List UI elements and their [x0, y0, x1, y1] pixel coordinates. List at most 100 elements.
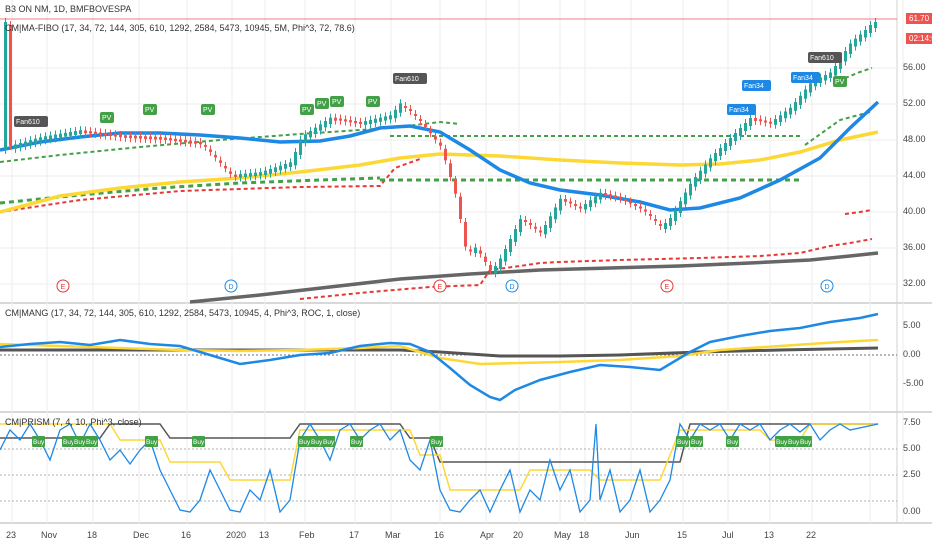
symbol-title: B3 ON NM, 1D, BMFBOVESPA	[5, 4, 132, 14]
candle-body	[699, 170, 702, 180]
buy-label-text: Buy	[86, 439, 98, 446]
pv-label-text: PV	[368, 99, 378, 106]
time-tick-label: 13	[259, 530, 270, 540]
event-marker-text: D	[825, 284, 830, 291]
event-marker[interactable]: D	[505, 279, 519, 293]
candle-body	[274, 167, 277, 172]
buy-label: Buy	[799, 436, 812, 447]
candle-body	[544, 225, 547, 235]
event-marker-text: E	[61, 284, 66, 291]
buy-label: Buy	[298, 436, 311, 447]
candle-body	[54, 134, 57, 139]
axis-tick-label: 2.50	[903, 469, 921, 479]
event-marker[interactable]: D	[224, 279, 238, 293]
candle-body	[354, 121, 357, 124]
fan-label-text: Fan610	[16, 119, 40, 126]
time-tick-label: Jun	[625, 530, 640, 540]
candle-body	[104, 133, 107, 136]
buy-label-text: Buy	[323, 439, 335, 446]
candle-body	[449, 163, 452, 177]
buy-label-text: Buy	[776, 439, 788, 446]
candle-body	[34, 138, 37, 144]
candle-body	[304, 134, 307, 143]
time-tick-label: 20	[513, 530, 524, 540]
event-marker[interactable]: E	[660, 279, 674, 293]
time-tick-label: Nov	[41, 530, 58, 540]
buy-label: Buy	[310, 436, 323, 447]
axis-tick-label: 40.00	[903, 206, 926, 216]
candle-body	[694, 177, 697, 187]
candle-body	[74, 131, 77, 135]
axis-tick-label: 48.00	[903, 134, 926, 144]
buy-label: Buy	[676, 436, 689, 447]
pv-label-text: PV	[302, 107, 312, 114]
axis-tick-label: 56.00	[903, 62, 926, 72]
candle-body	[769, 121, 772, 124]
candle-body	[129, 135, 132, 139]
pv-label-text: PV	[835, 79, 845, 86]
candle-body	[659, 224, 662, 226]
candle-body	[534, 226, 537, 229]
fan-label: Fan34	[791, 72, 820, 83]
pv-label: PV	[330, 96, 344, 107]
axis-tick-label: 0.00	[903, 349, 921, 359]
event-marker[interactable]: D	[820, 279, 834, 293]
candle-body	[124, 135, 127, 138]
mang-panel[interactable]	[0, 312, 897, 402]
candle-body	[39, 137, 42, 142]
candle-body	[4, 22, 7, 150]
candle-body	[729, 138, 732, 146]
candle-body	[314, 127, 317, 134]
candle-body	[24, 141, 27, 146]
candle-body	[364, 121, 367, 125]
buy-label-text: Buy	[788, 439, 800, 446]
time-tick-label: Dec	[133, 530, 150, 540]
candle-body	[359, 121, 362, 124]
fan-label: Fan610	[393, 73, 427, 84]
candle-body	[709, 158, 712, 168]
candle-body	[634, 204, 637, 206]
candle-body	[574, 204, 577, 206]
buy-label: Buy	[726, 436, 739, 447]
candle-body	[244, 173, 247, 178]
candle-body	[599, 192, 602, 200]
axis-tick-label: 7.50	[903, 417, 921, 427]
candle-body	[44, 136, 47, 141]
event-marker[interactable]: E	[56, 279, 70, 293]
candle-body	[209, 149, 212, 152]
candle-body	[749, 118, 752, 126]
candle-body	[324, 121, 327, 128]
candle-body	[374, 118, 377, 123]
time-tick-label: 15	[677, 530, 688, 540]
axis-tick-label: 5.00	[903, 320, 921, 330]
buy-label-text: Buy	[431, 439, 443, 446]
candle-body	[624, 199, 627, 201]
candle-body	[629, 201, 632, 204]
candle-body	[664, 223, 667, 229]
price-panel[interactable]: Fan610 Fan610 Fan610 Fan34 Fan34 Fan34 PV PV PV P…	[0, 18, 897, 304]
candle-body	[669, 218, 672, 226]
candle-body	[269, 169, 272, 174]
pv-label-text: PV	[317, 101, 327, 108]
fibo-red-lower	[299, 238, 873, 300]
event-marker-text: E	[665, 284, 670, 291]
candle-body	[179, 139, 182, 142]
fibo-red-upper	[844, 209, 873, 215]
axis-tick-label: 0.00	[903, 506, 921, 516]
event-marker[interactable]: E	[433, 279, 447, 293]
candle-body	[439, 142, 442, 146]
mang-title: CM|MANG (17, 34, 72, 144, 305, 610, 1292…	[5, 308, 361, 318]
fan-label-text: Fan34	[793, 75, 813, 82]
candle-body	[239, 174, 242, 178]
candle-body	[734, 133, 737, 141]
candle-body	[594, 196, 597, 204]
candle-body	[819, 77, 822, 83]
countdown-tag: 02:14:58	[906, 33, 932, 44]
fan-label-text: Fan34	[744, 83, 764, 90]
candle-body	[214, 154, 217, 158]
axis-tick-label: 32.00	[903, 278, 926, 288]
pv-label: PV	[833, 76, 847, 87]
candle-body	[224, 165, 227, 169]
prism-panel[interactable]: Buy Buy Buy Buy Buy Buy Buy Buy Buy Buy Buy Buy Buy B…	[0, 422, 897, 514]
